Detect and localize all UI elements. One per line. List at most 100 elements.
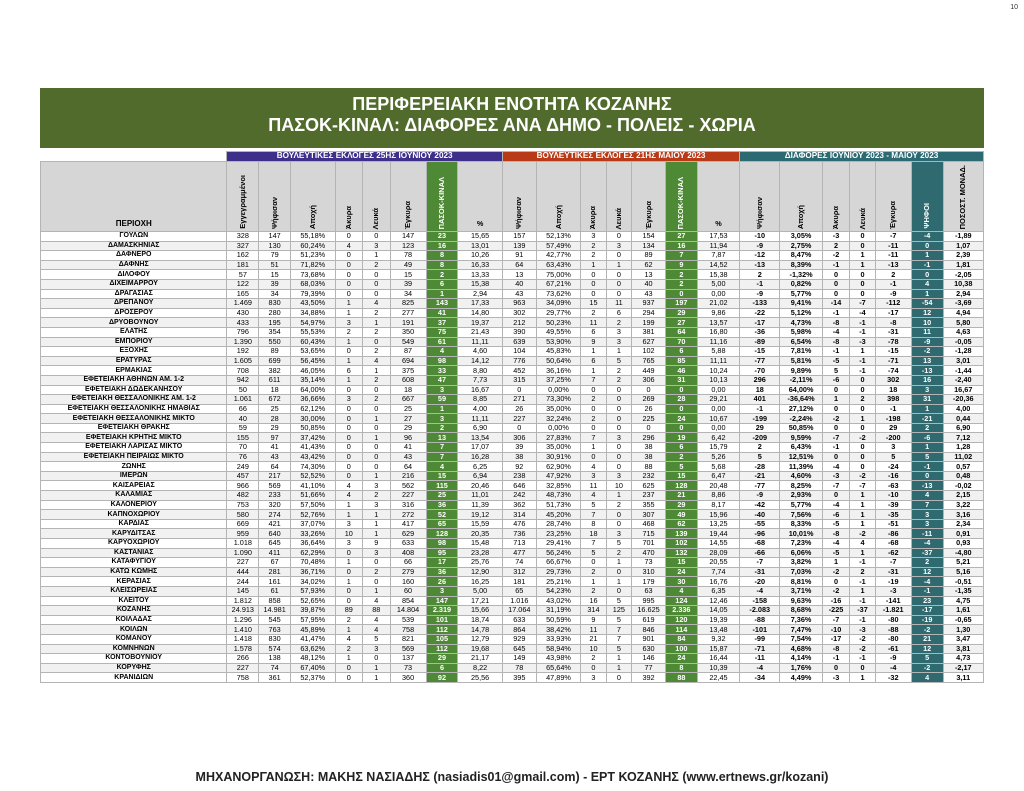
table-cell: -42 bbox=[739, 499, 781, 511]
table-cell: 147 bbox=[258, 231, 292, 242]
table-cell: 66,67% bbox=[535, 557, 582, 568]
table-cell: 0 bbox=[821, 576, 851, 587]
table-cell: 15,38 bbox=[696, 269, 741, 280]
region-name: ΕΦΕΤΕΙΑΚΗ ΛΑΡΙΣΑΣ ΜΙΚΤΟ bbox=[39, 442, 228, 453]
table-cell: -1,28 bbox=[942, 346, 985, 357]
table-cell: 43 bbox=[631, 288, 666, 300]
table-cell: 0 bbox=[362, 461, 391, 472]
table-cell: 122 bbox=[226, 278, 260, 290]
table-cell: 7 bbox=[580, 538, 607, 549]
table-cell: 821 bbox=[389, 633, 427, 645]
table-cell: 2 bbox=[362, 326, 391, 338]
table-cell: 12,51% bbox=[779, 451, 823, 463]
table-cell: 5 bbox=[910, 451, 944, 463]
table-cell: 2 bbox=[739, 442, 781, 453]
table-cell: 0 bbox=[362, 278, 391, 290]
table-cell: 0 bbox=[821, 288, 851, 300]
table-cell: 43,50% bbox=[290, 298, 336, 309]
table-cell: -13 bbox=[739, 259, 781, 271]
table-cell: 0,00 bbox=[696, 422, 741, 434]
table-cell: 0 bbox=[362, 653, 391, 664]
june-header-6: ΠΑΣΟΚ-ΚΙΝΑΛ bbox=[425, 160, 459, 233]
diff-header-6: ΠΟΣΟΣΤ. ΜΟΝΑΔ. bbox=[942, 160, 985, 233]
table-cell: 381 bbox=[631, 326, 666, 338]
table-cell: 550 bbox=[258, 336, 292, 348]
table-cell: 1.605 bbox=[226, 355, 260, 367]
table-cell: -11 bbox=[874, 250, 912, 261]
table-cell: 101 bbox=[425, 614, 459, 626]
table-cell: -4 bbox=[821, 499, 851, 511]
table-cell: 2 bbox=[580, 394, 607, 405]
table-cell: 27 bbox=[664, 231, 698, 242]
table-cell: 0 bbox=[664, 422, 698, 434]
table-cell: 100 bbox=[664, 643, 698, 655]
table-cell: 25,76 bbox=[457, 557, 503, 568]
table-cell: 320 bbox=[258, 499, 292, 511]
table-cell: -3 bbox=[849, 336, 876, 348]
region-name: ΕΦΕΤΕΙΑΚΗ ΘΕΣΣΑΛΟΝΙΚΗΣ ΜΙΚΤΟ bbox=[39, 413, 228, 424]
table-cell: 65 bbox=[425, 518, 459, 530]
table-cell: 0 bbox=[910, 470, 944, 482]
table-cell: 1 bbox=[910, 403, 944, 415]
table-cell: -1 bbox=[849, 653, 876, 664]
table-cell: 77 bbox=[631, 662, 666, 674]
table-cell: -1.821 bbox=[874, 605, 912, 616]
table-cell: 0 bbox=[849, 461, 876, 472]
table-cell: 633 bbox=[501, 614, 537, 626]
diff-header-2: Άκυρα bbox=[821, 160, 851, 233]
region-name: ΕΞΟΧΗΣ bbox=[39, 346, 228, 357]
june-header-label: % bbox=[476, 219, 484, 228]
table-cell: 0 bbox=[605, 461, 633, 472]
table-row: ΚΡΑΝΙΔΙΩΝ 758 361 52,37% 0 1 360 92 25,56 395 47,8… bbox=[39, 672, 985, 683]
table-cell: -1,35 bbox=[942, 585, 985, 597]
region-name: ΚΟΙΛΩΝ bbox=[39, 624, 228, 635]
table-cell: 6,94 bbox=[457, 470, 503, 482]
table-cell: 62,29% bbox=[290, 547, 336, 559]
table-cell: 179 bbox=[631, 576, 666, 587]
table-cell: 128 bbox=[425, 528, 459, 539]
june-header-label: Λευκά bbox=[371, 207, 381, 229]
table-cell: 411 bbox=[258, 547, 292, 559]
table-cell: 608 bbox=[389, 374, 427, 386]
table-cell: 20,46 bbox=[457, 480, 503, 492]
table-cell: 549 bbox=[389, 336, 427, 348]
table-cell: 25 bbox=[389, 403, 427, 415]
table-cell: -1 bbox=[821, 442, 851, 453]
table-cell: 6,35 bbox=[696, 585, 741, 597]
table-cell: 316 bbox=[389, 499, 427, 511]
table-cell: 470 bbox=[631, 547, 666, 559]
table-cell: 477 bbox=[501, 547, 537, 559]
table-cell: 1,81 bbox=[942, 259, 985, 271]
region-name: ΚΟΜΝΗΝΩΝ bbox=[39, 643, 228, 655]
table-cell: 0,00 bbox=[696, 384, 741, 396]
may-header-6: % bbox=[696, 160, 741, 233]
table-cell: 29,77% bbox=[535, 307, 582, 319]
table-cell: -6 bbox=[821, 509, 851, 520]
table-cell: -4 bbox=[739, 585, 781, 597]
table-cell: 11,94 bbox=[696, 240, 741, 252]
table-cell: 1,07 bbox=[942, 240, 985, 252]
table-cell: 73,62% bbox=[535, 288, 582, 300]
column-header-row: ΠΕΡΙΟΧΗ Εγγεγραμμένοι Ψήφισαν Αποχή Άκυρα Λε… bbox=[39, 160, 985, 233]
table-cell: -13 bbox=[910, 365, 944, 376]
table-cell: 0,57 bbox=[942, 461, 985, 472]
table-cell: 758 bbox=[226, 672, 260, 683]
table-cell: -6 bbox=[910, 432, 944, 444]
table-cell: 302 bbox=[501, 307, 537, 319]
table-cell: 3 bbox=[910, 518, 944, 530]
table-cell: 2 bbox=[605, 499, 633, 511]
table-cell: 4,49% bbox=[779, 672, 823, 683]
table-cell: -31 bbox=[874, 566, 912, 578]
table-cell: 0 bbox=[580, 269, 607, 280]
table-cell: 0 bbox=[605, 384, 633, 396]
table-cell: 1 bbox=[849, 547, 876, 559]
table-cell: 54,23% bbox=[535, 585, 582, 597]
table-cell: 63 bbox=[631, 585, 666, 597]
table-cell: 7,81% bbox=[779, 346, 823, 357]
table-cell: 41 bbox=[389, 442, 427, 453]
table-cell: 0 bbox=[821, 403, 851, 415]
table-cell: 0 bbox=[362, 269, 391, 280]
table-cell: 1 bbox=[362, 509, 391, 520]
table-cell: 4 bbox=[849, 538, 876, 549]
june-header-1: Ψήφισαν bbox=[258, 160, 292, 233]
